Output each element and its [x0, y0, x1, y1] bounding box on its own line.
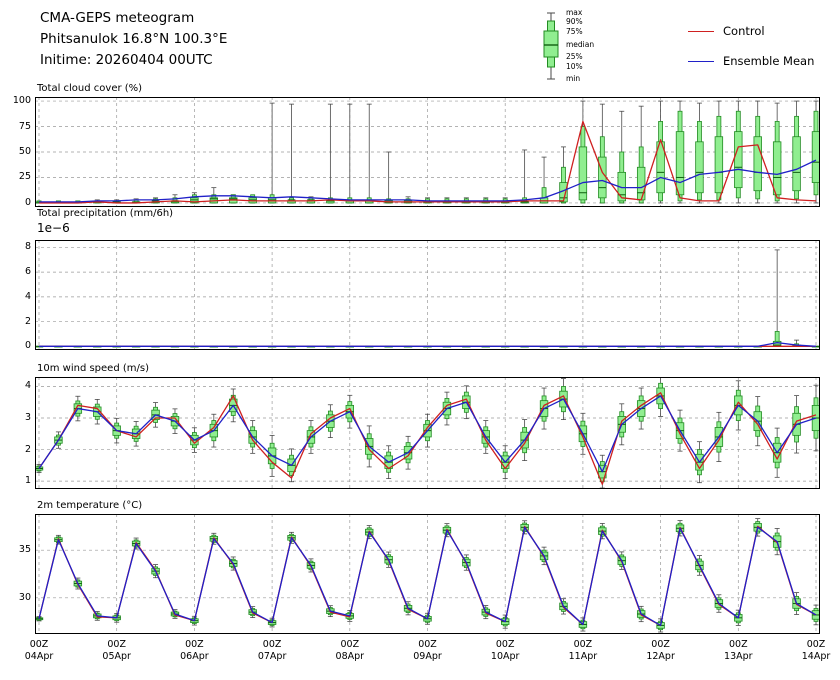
control-line-icon [688, 30, 714, 32]
y-tick-label: 0 [24, 196, 31, 208]
boxplot-legend-labels: max 90% 75% median 25% 10% min [566, 8, 626, 88]
y-tick-label: 30 [18, 591, 31, 603]
ensemble-mean-line-icon [688, 60, 714, 62]
legend-ensemble-mean: Ensemble Mean [688, 54, 814, 68]
legend-label-10: 10% [566, 62, 583, 71]
init-time: Initime: 20260404 00UTC [40, 51, 213, 68]
y-tick-label: 100 [12, 95, 31, 107]
precipitation-panel [35, 240, 820, 350]
precip-scale-offset: 1e−6 [37, 221, 70, 235]
x-tick-label: 00Z 10Apr [490, 639, 520, 663]
y-tick-label: 75 [18, 120, 31, 132]
x-tick-label: 00Z 05Apr [102, 639, 131, 663]
legend-label-max: max [566, 8, 583, 17]
y-tick-label: 0 [24, 340, 31, 352]
y-tick-label: 4 [24, 380, 31, 392]
cloud-panel-title: Total cloud cover (%) [37, 83, 143, 94]
x-tick-label: 00Z 14Apr [801, 639, 831, 663]
wind-panel-title: 10m wind speed (m/s) [37, 363, 149, 374]
legend-label-90: 90% [566, 17, 583, 26]
legend-label-min: min [566, 74, 581, 83]
y-tick-label: 3 [24, 412, 31, 423]
line-legend: Control Ensemble Mean [688, 24, 814, 68]
station-location: Phitsanulok 16.8°N 100.3°E [40, 30, 228, 47]
legend-ensemble-label: Ensemble Mean [723, 54, 815, 68]
y-tick-label: 25 [18, 171, 31, 183]
legend-control: Control [688, 24, 814, 38]
y-tick-label: 50 [18, 146, 31, 157]
y-tick-label: 1 [24, 475, 31, 487]
temperature-panel [35, 514, 820, 634]
y-tick-label: 2 [24, 315, 31, 327]
legend-label-75: 75% [566, 27, 583, 36]
y-tick-label: 4 [24, 290, 31, 302]
y-tick-label: 2 [24, 443, 31, 455]
wind-speed-panel [35, 377, 820, 489]
y-tick-label: 8 [24, 241, 31, 253]
legend-control-label: Control [723, 24, 765, 38]
x-tick-label: 00Z 09Apr [413, 639, 442, 663]
figure-header: CMA-GEPS meteogram Phitsanulok 16.8°N 10… [40, 8, 227, 71]
x-tick-label: 00Z 04Apr [24, 639, 54, 663]
x-tick-label: 00Z 08Apr [335, 639, 365, 663]
x-tick-label: 00Z 06Apr [180, 639, 209, 663]
figure-title: CMA-GEPS meteogram [40, 10, 195, 26]
cloud-cover-panel [35, 97, 820, 207]
boxplot-legend-glyph-icon [543, 12, 559, 80]
y-tick-label: 35 [18, 544, 31, 556]
legend-label-25: 25% [566, 52, 583, 61]
temp-panel-title: 2m temperature (°C) [37, 500, 143, 511]
x-tick-label: 00Z 07Apr [257, 639, 287, 663]
y-tick-label: 6 [24, 266, 31, 278]
x-tick-label: 00Z 13Apr [724, 639, 753, 663]
x-tick-label: 00Z 12Apr [646, 639, 675, 663]
x-tick-label: 00Z 11Apr [568, 639, 598, 663]
legend-label-median: median [566, 40, 595, 49]
precip-panel-title: Total precipitation (mm/6h) [37, 208, 174, 219]
